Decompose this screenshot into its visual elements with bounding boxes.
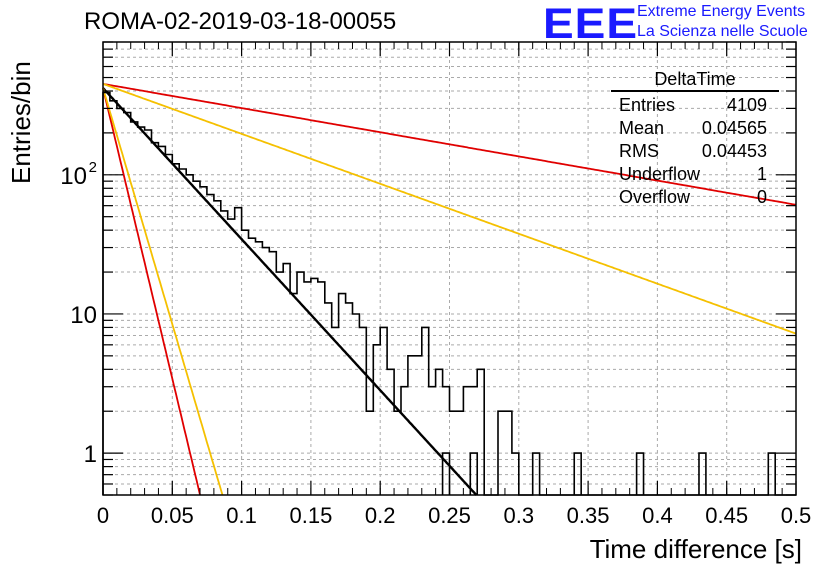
stats-row-entries: Entries 4109 xyxy=(611,94,779,117)
eee-logo: EEE xyxy=(543,2,638,48)
stats-row-overflow: Overflow 0 xyxy=(611,186,779,209)
stats-label: Overflow xyxy=(619,187,691,207)
x-tick-label: 0.05 xyxy=(151,503,194,528)
stats-label: Mean xyxy=(619,118,665,138)
stats-value: 0.04453 xyxy=(701,141,767,161)
logo-line-1: Extreme Energy Events xyxy=(637,3,806,20)
fit-curve-lower-yellow xyxy=(102,87,224,496)
stats-value: 4109 xyxy=(726,95,767,115)
x-tick-label: 0.25 xyxy=(428,503,471,528)
plot-area xyxy=(103,42,796,495)
stats-value: 0 xyxy=(756,187,767,207)
y-tick-label: 10 xyxy=(60,163,87,190)
histogram-bin-isolated xyxy=(635,452,645,495)
logo-mark: EEE xyxy=(543,0,639,48)
x-tick-label: 0 xyxy=(97,503,109,528)
x-tick-label: 0.4 xyxy=(642,503,673,528)
stats-row-mean: Mean 0.04565 xyxy=(611,117,779,140)
x-tick-label: 0.3 xyxy=(504,503,535,528)
x-tick-label: 0.15 xyxy=(289,503,332,528)
x-tick-label: 0.1 xyxy=(226,503,257,528)
page-title: ROMA-02-2019-03-18-00055 xyxy=(84,8,397,35)
histogram-bin-isolated xyxy=(469,452,479,495)
x-tick-label: 0.45 xyxy=(705,503,748,528)
x-axis-title: Time difference [s] xyxy=(589,534,802,564)
stats-label: Underflow xyxy=(619,164,701,184)
x-tick-label: 0.5 xyxy=(781,503,812,528)
y-tick-label: 10 xyxy=(70,302,97,329)
fit-curve-upper-red xyxy=(102,83,797,206)
stats-value: 0.04565 xyxy=(701,118,767,138)
y-axis-title: Entries/bin xyxy=(6,61,36,184)
fit-curve-lower-red xyxy=(102,87,201,496)
stats-row-underflow: Underflow 1 xyxy=(611,163,779,186)
stats-box: DeltaTime Entries 4109 Mean 0.04565 RMS … xyxy=(611,68,779,209)
histogram-bin-isolated xyxy=(441,452,451,495)
stats-label: RMS xyxy=(619,141,659,161)
y-tick-label: 1 xyxy=(84,441,97,468)
x-tick-label: 0.2 xyxy=(365,503,396,528)
stats-title: DeltaTime xyxy=(654,69,736,89)
histogram-bin-isolated xyxy=(698,452,707,495)
fit-curve-upper-yellow xyxy=(102,83,797,335)
x-tick-label: 0.35 xyxy=(567,503,610,528)
stats-label: Entries xyxy=(619,95,676,115)
y-tick-label-exponent: 2 xyxy=(89,159,97,176)
stats-value: 1 xyxy=(756,164,767,184)
histogram-bin-isolated xyxy=(573,452,582,495)
logo-line-2: La Scienza nelle Scuole xyxy=(637,23,808,40)
stats-divider xyxy=(611,90,779,92)
stats-row-rms: RMS 0.04453 xyxy=(611,140,779,163)
